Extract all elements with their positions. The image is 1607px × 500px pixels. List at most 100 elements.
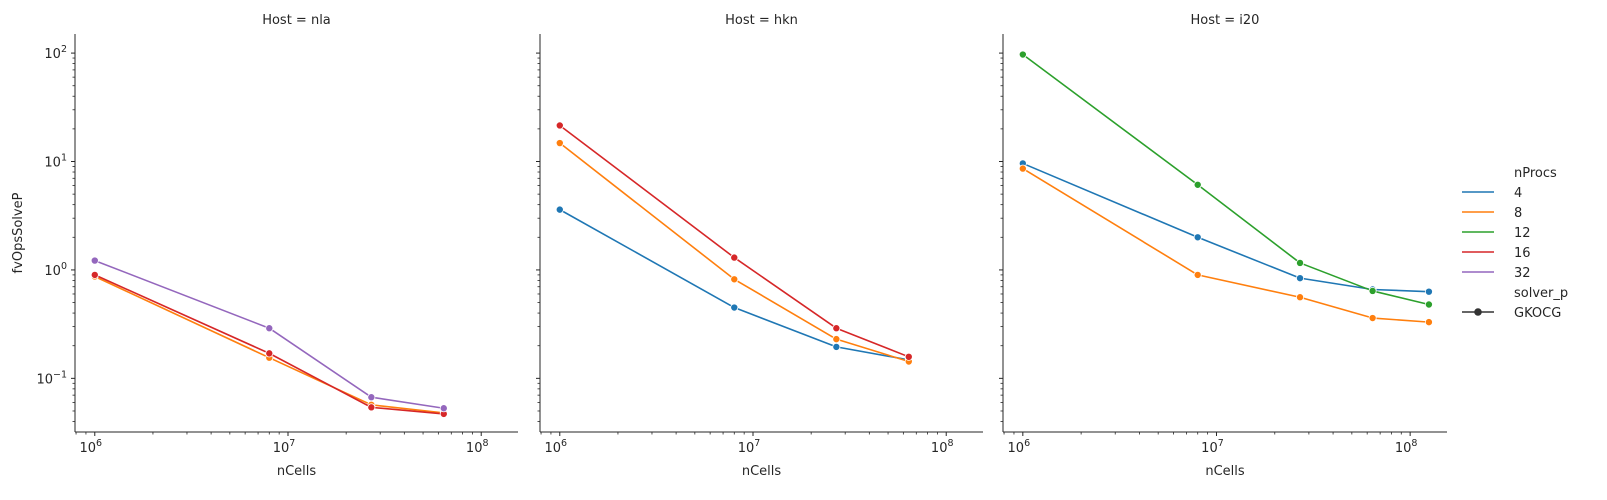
x-tick-exponent: 8 (482, 438, 488, 449)
x-tick-label: 108 (466, 438, 489, 456)
data-point (367, 393, 376, 402)
y-tick-label: 100 (44, 261, 67, 279)
legend-label: 8 (1514, 206, 1522, 221)
legend-entry-12: 12 (1462, 226, 1531, 241)
x-tick-label: 108 (1395, 438, 1418, 456)
data-point (730, 275, 739, 284)
x-tick-base: 10 (273, 441, 290, 456)
x-tick-label: 106 (1008, 438, 1031, 456)
data-point (1018, 164, 1027, 173)
data-point (555, 139, 564, 148)
y-tick-exponent: 1 (61, 153, 67, 164)
panel-title: Host = nla (262, 13, 331, 28)
series-line (94, 259, 444, 410)
series-line (559, 124, 910, 358)
series-line (559, 208, 909, 361)
legend: nProcs 4 8 12 16 32 solver_p GKOCG (1462, 166, 1568, 321)
legend-style-title: solver_p (1514, 286, 1568, 301)
series-line (559, 142, 910, 363)
series-16 (555, 121, 913, 361)
y-tick-label: 10−1 (36, 369, 67, 387)
data-point (1424, 318, 1433, 327)
series-line (1022, 167, 1429, 323)
data-point (439, 404, 448, 413)
y-tick-label: 102 (44, 44, 67, 62)
x-tick-exponent: 8 (947, 438, 953, 449)
data-point (1368, 314, 1377, 323)
y-tick-exponent: 2 (61, 44, 67, 55)
series-16 (90, 270, 448, 418)
x-axis-label: nCells (1205, 464, 1245, 479)
x-tick-label: 107 (738, 438, 761, 456)
x-tick-base: 10 (1201, 441, 1218, 456)
x-tick-base: 10 (738, 441, 755, 456)
legend-entry-4: 4 (1462, 186, 1522, 201)
y-tick-base: 10 (44, 264, 61, 279)
legend-label: 12 (1514, 226, 1531, 241)
series-32 (90, 256, 448, 413)
series-12 (1018, 50, 1433, 309)
data-point (1296, 293, 1305, 302)
data-point (1193, 180, 1202, 189)
data-point (90, 270, 99, 279)
series-line (1022, 53, 1430, 306)
x-tick-label: 106 (544, 438, 567, 456)
data-point (1193, 270, 1202, 279)
x-tick-exponent: 7 (754, 438, 760, 449)
x-axis-label: nCells (742, 464, 782, 479)
x-tick-label: 107 (273, 438, 296, 456)
series-line (94, 274, 444, 415)
data-point (367, 403, 376, 412)
legend-label: 16 (1514, 246, 1531, 261)
series-8 (90, 272, 448, 417)
x-tick-label: 108 (931, 438, 954, 456)
y-tick-base: 10 (44, 47, 61, 62)
series-line (94, 275, 444, 414)
x-axis-label: nCells (277, 464, 317, 479)
x-tick-exponent: 6 (1024, 438, 1030, 449)
data-point (1296, 258, 1305, 267)
legend-entry-32: 32 (1462, 266, 1531, 281)
y-tick-base: 10 (36, 372, 53, 387)
legend-label: 32 (1514, 266, 1531, 281)
x-tick-base: 10 (1008, 441, 1025, 456)
data-point (730, 253, 739, 262)
data-point (1368, 286, 1377, 295)
data-point (1424, 300, 1433, 309)
panel-title: Host = hkn (725, 13, 798, 28)
x-tick-exponent: 7 (1218, 438, 1224, 449)
legend-entry-16: 16 (1462, 246, 1531, 261)
x-tick-label: 106 (79, 438, 102, 456)
series-line (1022, 162, 1429, 293)
data-point (1424, 287, 1433, 296)
y-tick-exponent: 0 (61, 261, 67, 272)
legend-style-entry: GKOCG (1462, 306, 1561, 321)
legend-entry-8: 8 (1462, 206, 1522, 221)
y-tick-base: 10 (44, 156, 61, 171)
x-tick-base: 10 (79, 441, 96, 456)
y-axis-label: fvOpsSolveP (11, 192, 26, 273)
y-tick-label: 101 (44, 153, 67, 171)
data-point (832, 324, 841, 333)
data-point (265, 349, 274, 358)
data-point (832, 342, 841, 351)
x-tick-base: 10 (931, 441, 948, 456)
panel-title: Host = i20 (1191, 13, 1260, 28)
x-tick-exponent: 7 (289, 438, 295, 449)
x-tick-base: 10 (1395, 441, 1412, 456)
x-tick-label: 107 (1201, 438, 1224, 456)
x-tick-base: 10 (466, 441, 483, 456)
legend-style-label: GKOCG (1514, 306, 1561, 321)
x-tick-exponent: 6 (96, 438, 102, 449)
x-tick-exponent: 6 (561, 438, 567, 449)
data-point (904, 352, 913, 361)
data-point (730, 303, 739, 312)
x-tick-base: 10 (544, 441, 561, 456)
legend-hue-title: nProcs (1514, 166, 1557, 181)
x-tick-exponent: 8 (1411, 438, 1417, 449)
data-point (90, 256, 99, 265)
y-tick-exponent: −1 (53, 369, 67, 380)
